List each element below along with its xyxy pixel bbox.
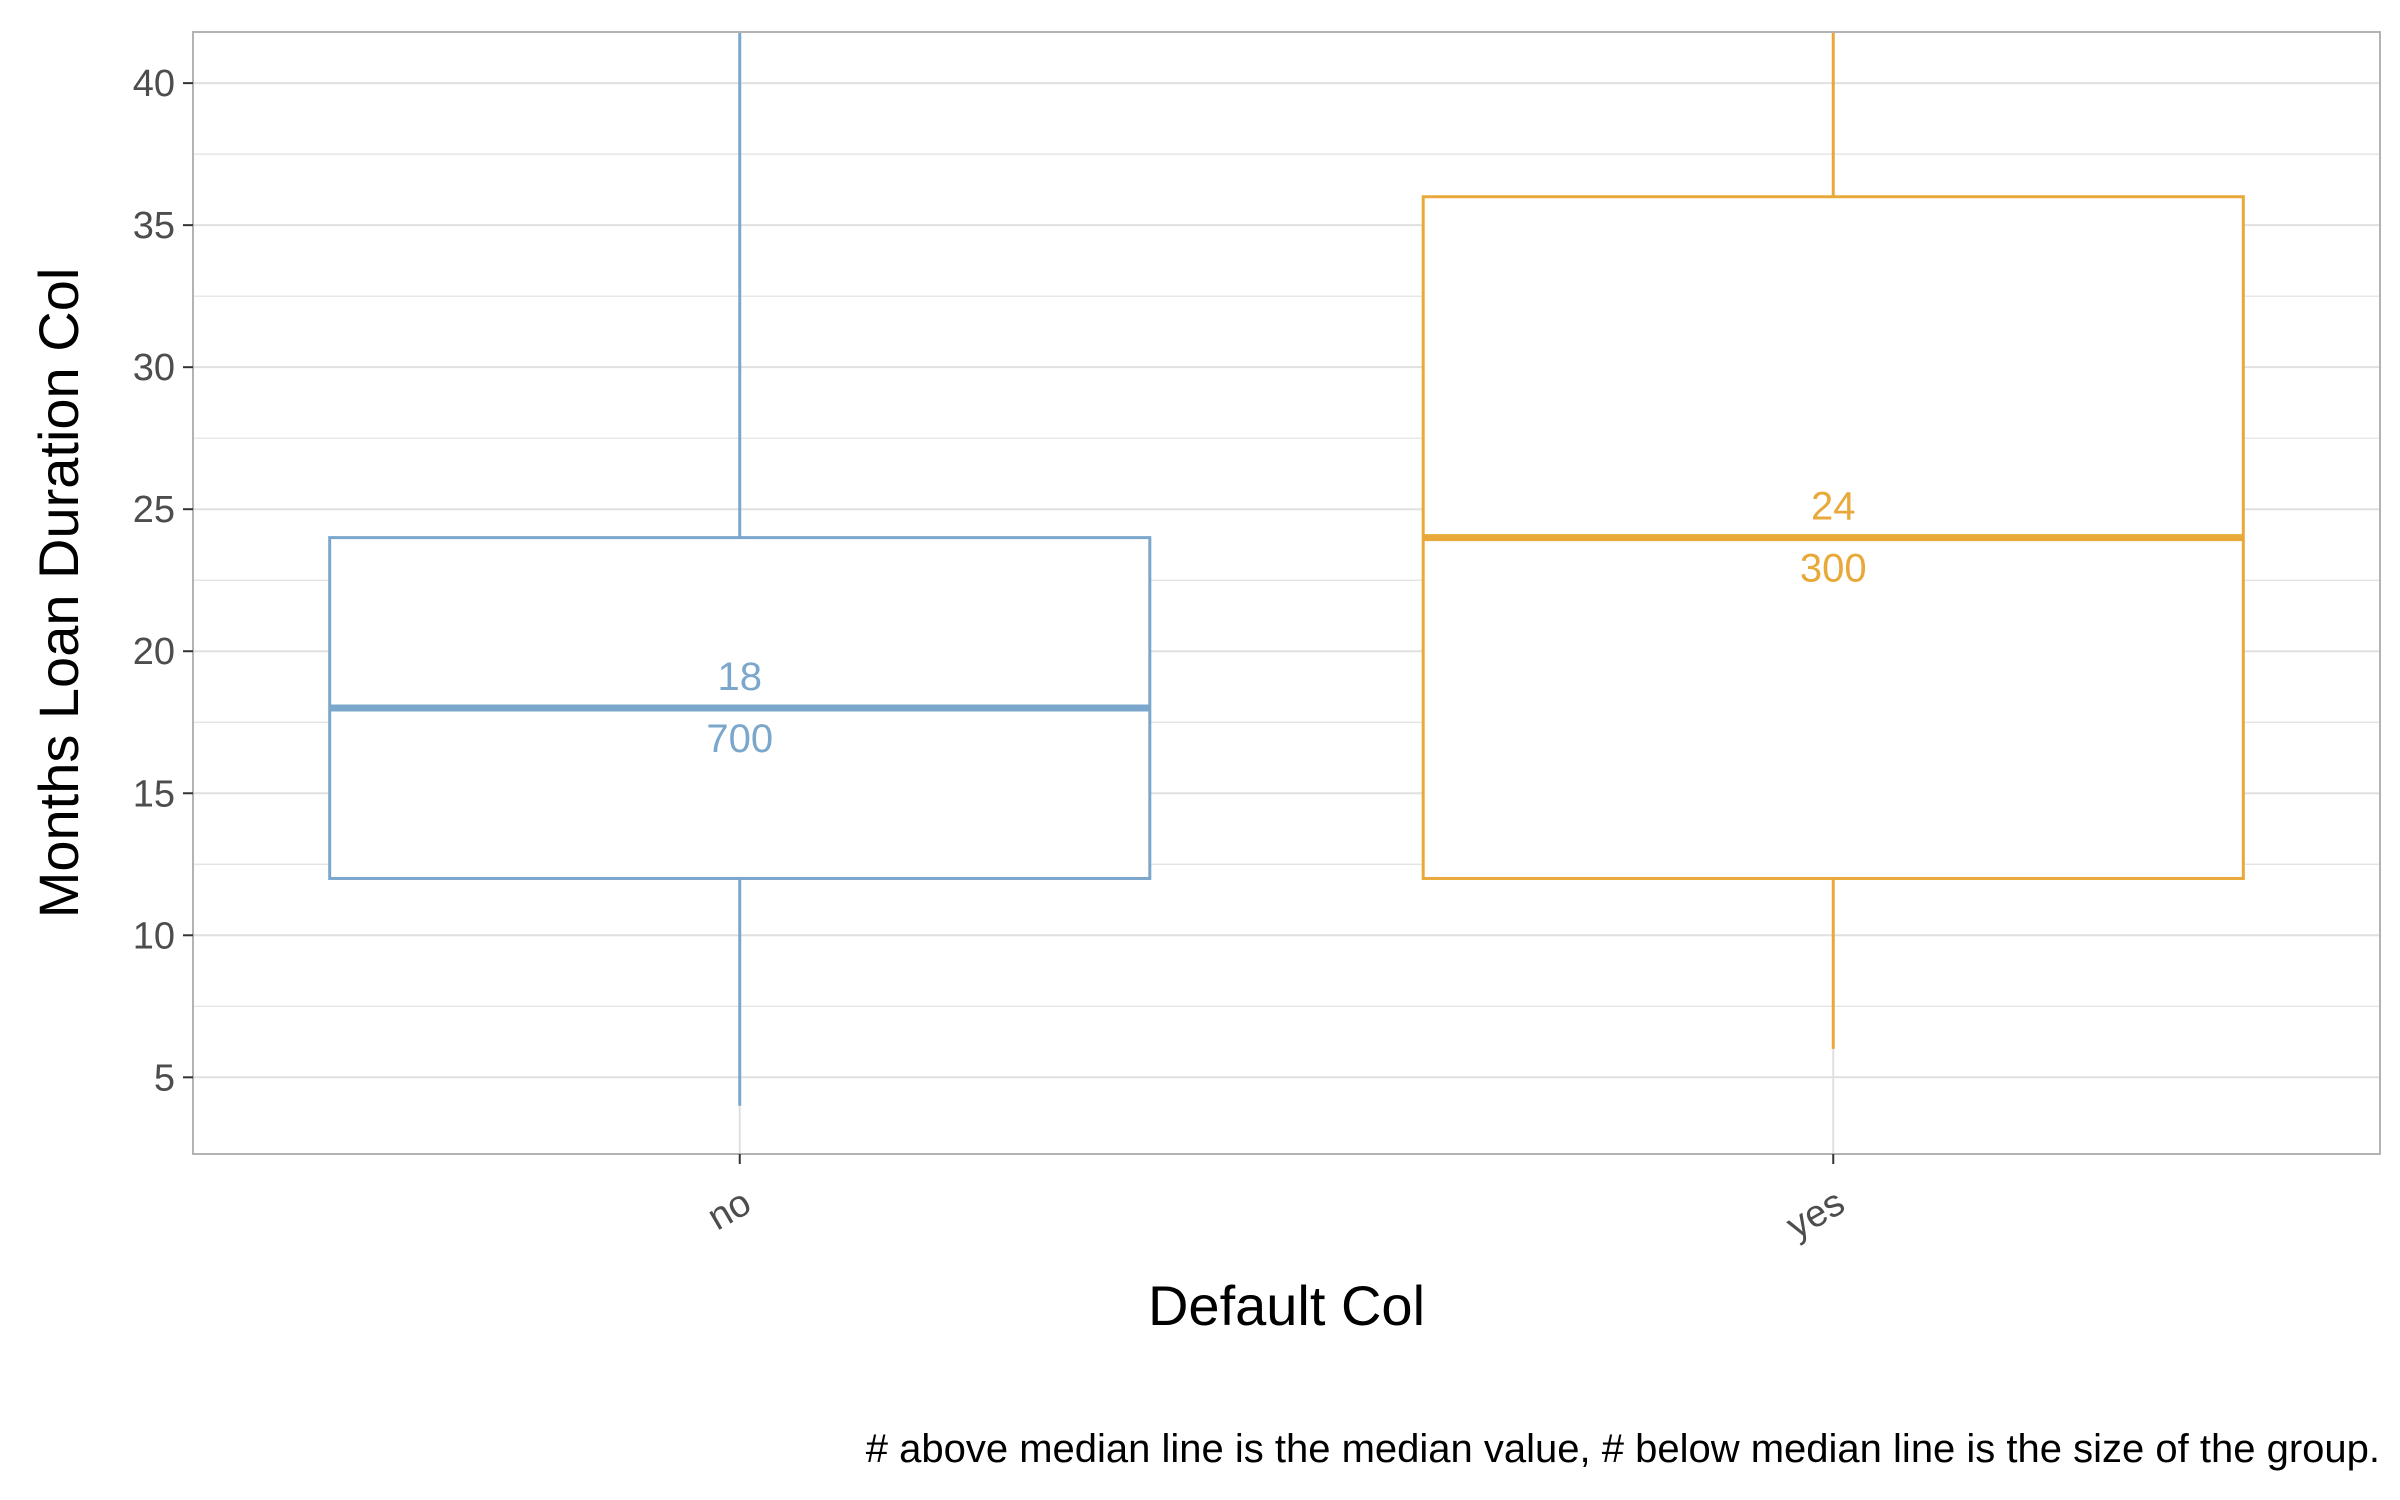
- y-tick-label: 15: [133, 773, 175, 815]
- x-tick-label: yes: [1780, 1181, 1852, 1247]
- chart-caption: # above median line is the median value,…: [866, 1427, 2380, 1471]
- group-size-label: 700: [706, 717, 773, 761]
- x-tick-label: no: [701, 1181, 759, 1239]
- median-value-label: 18: [718, 655, 763, 699]
- y-axis-title: Months Loan Duration Col: [27, 268, 90, 919]
- y-tick-label: 10: [133, 915, 175, 957]
- y-tick-label: 25: [133, 489, 175, 531]
- x-axis-ticks: no yes: [701, 1154, 1852, 1247]
- group-size-label: 300: [1800, 547, 1867, 591]
- median-value-label: 24: [1811, 485, 1856, 529]
- y-axis-ticks: 5 10 15 20 25 30 35 40: [133, 63, 193, 1099]
- y-tick-label: 40: [133, 63, 175, 105]
- x-axis-title: Default Col: [1148, 1274, 1425, 1337]
- y-tick-label: 20: [133, 631, 175, 673]
- y-tick-label: 35: [133, 205, 175, 247]
- y-tick-label: 30: [133, 347, 175, 389]
- plot-panel-border: [192, 31, 2381, 1155]
- y-tick-label: 5: [154, 1057, 175, 1099]
